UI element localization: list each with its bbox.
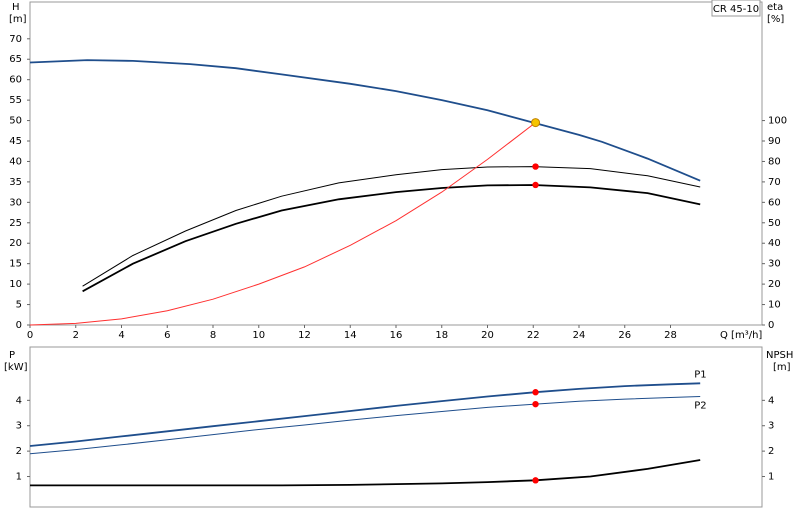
y2-tick-label: 4 <box>768 395 774 406</box>
y-tick-label: 40 <box>9 156 22 167</box>
curve <box>82 166 701 287</box>
y-tick-label: 60 <box>9 75 22 86</box>
y-tick-label: 15 <box>9 259 22 270</box>
curve <box>29 59 701 182</box>
plot-frame <box>29 1 763 326</box>
curve <box>29 396 701 455</box>
x-tick-label: 6 <box>164 330 170 341</box>
duty-point <box>532 163 539 170</box>
series-label: P1 <box>694 369 706 380</box>
y2-tick-label: 30 <box>768 259 781 270</box>
y2-tick-label: 70 <box>768 177 781 188</box>
y-tick-label: 1 <box>16 472 22 483</box>
curve <box>29 122 536 326</box>
y-tick-label: 10 <box>9 279 22 290</box>
y-tick-label: 35 <box>9 177 22 188</box>
y2-tick-label: 100 <box>768 116 787 127</box>
y-tick-label: 70 <box>9 34 22 45</box>
duty-point <box>532 181 539 189</box>
y2-tick-label: 20 <box>768 279 781 290</box>
x-tick-label: 28 <box>664 330 677 341</box>
y-tick-label: 65 <box>9 54 22 65</box>
y-tick-label: 0 <box>16 320 22 331</box>
x-tick-label: 0 <box>27 330 33 341</box>
y-axis-unit: [kW] <box>4 362 28 373</box>
y-axis-label: H <box>12 2 20 13</box>
y-tick-label: 5 <box>16 300 22 311</box>
series-label: P2 <box>694 401 706 412</box>
curve <box>29 382 701 447</box>
y2-tick-label: 40 <box>768 238 781 249</box>
duty-point <box>532 400 539 408</box>
y2-tick-label: 50 <box>768 218 781 229</box>
x-tick-label: 20 <box>481 330 494 341</box>
x-tick-label: 10 <box>252 330 265 341</box>
y2-tick-label: 2 <box>768 446 774 457</box>
curve <box>30 459 701 487</box>
x-tick-label: 4 <box>118 330 124 341</box>
y-tick-label: 4 <box>16 395 22 406</box>
y-tick-label: 3 <box>16 421 22 432</box>
y2-tick-label: 1 <box>768 472 774 483</box>
x-tick-label: 16 <box>390 330 403 341</box>
x-tick-label: 2 <box>73 330 79 341</box>
y-axis-label: P <box>9 350 15 361</box>
y2-axis-unit: [m] <box>773 362 791 373</box>
y2-tick-label: 80 <box>768 156 781 167</box>
plot-frame <box>29 346 763 508</box>
x-axis-label: Q [m³/h] <box>720 330 762 341</box>
y-tick-label: 25 <box>9 218 22 229</box>
legend-text: CR 45-10 <box>713 4 759 15</box>
x-tick-label: 18 <box>435 330 448 341</box>
y-tick-label: 2 <box>16 446 22 457</box>
y-axis-unit: [m] <box>9 14 27 25</box>
x-tick-label: 26 <box>618 330 631 341</box>
y-tick-label: 20 <box>9 238 22 249</box>
x-tick-label: 8 <box>210 330 216 341</box>
x-tick-label: 14 <box>344 330 357 341</box>
y2-axis-label: eta <box>767 2 783 13</box>
x-tick-label: 22 <box>527 330 540 341</box>
duty-point <box>532 477 539 484</box>
y-tick-label: 30 <box>9 197 22 208</box>
y2-tick-label: 3 <box>768 421 774 432</box>
curve <box>82 184 701 293</box>
y-tick-label: 50 <box>9 116 22 127</box>
legend-box <box>711 0 761 17</box>
x-tick-label: 24 <box>573 330 586 341</box>
y2-tick-label: 0 <box>768 320 774 331</box>
x-tick-label: 12 <box>298 330 311 341</box>
y-tick-label: 45 <box>9 136 22 147</box>
y-tick-label: 55 <box>9 95 22 106</box>
y2-axis-label: NPSH <box>766 350 793 361</box>
y2-tick-label: 60 <box>768 197 781 208</box>
duty-point <box>531 118 541 128</box>
duty-point <box>532 389 539 396</box>
y2-axis-unit: [%] <box>767 14 784 25</box>
y2-tick-label: 90 <box>768 136 781 147</box>
y2-tick-label: 10 <box>768 300 781 311</box>
